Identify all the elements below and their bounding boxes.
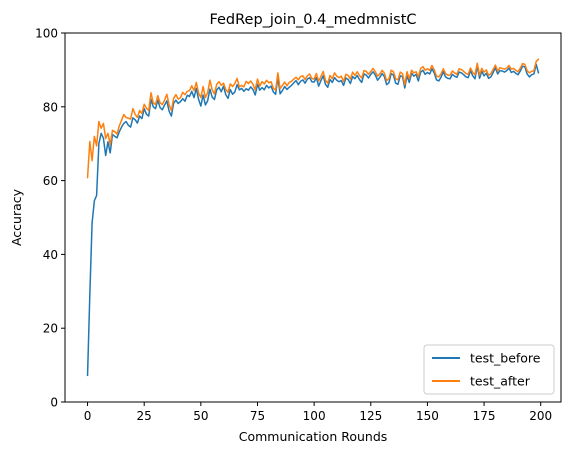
x-tick-label: 25 <box>137 409 152 423</box>
x-tick-label: 175 <box>473 409 496 423</box>
y-axis-label: Accuracy <box>9 188 24 246</box>
x-tick-label: 100 <box>303 409 326 423</box>
y-tick-label: 60 <box>43 174 58 188</box>
x-tick-label: 150 <box>416 409 439 423</box>
x-tick-label: 0 <box>84 409 92 423</box>
y-tick-label: 0 <box>50 396 58 410</box>
chart-title: FedRep_join_0.4_medmnistC <box>209 12 416 28</box>
y-axis: 0 20 40 60 80 100 <box>35 27 65 410</box>
x-tick-label: 200 <box>529 409 552 423</box>
y-tick-label: 20 <box>43 322 58 336</box>
x-tick-label: 75 <box>250 409 265 423</box>
plot-frame <box>64 32 562 403</box>
series-layer <box>86 58 540 377</box>
series-line-test-after <box>86 58 540 179</box>
y-tick-label: 80 <box>43 100 58 114</box>
series-line-test-before <box>86 63 540 377</box>
legend-label-test-before: test_before <box>470 351 541 366</box>
x-axis-label: Communication Rounds <box>239 429 388 444</box>
x-tick-label: 50 <box>193 409 208 423</box>
legend: test_before test_after <box>423 344 555 395</box>
y-tick-label: 40 <box>43 248 58 262</box>
x-tick-label: 125 <box>359 409 382 423</box>
legend-label-test-after: test_after <box>470 374 531 389</box>
x-axis: 0 25 50 75 100 125 150 175 200 <box>84 402 552 423</box>
y-tick-label: 100 <box>35 27 58 41</box>
